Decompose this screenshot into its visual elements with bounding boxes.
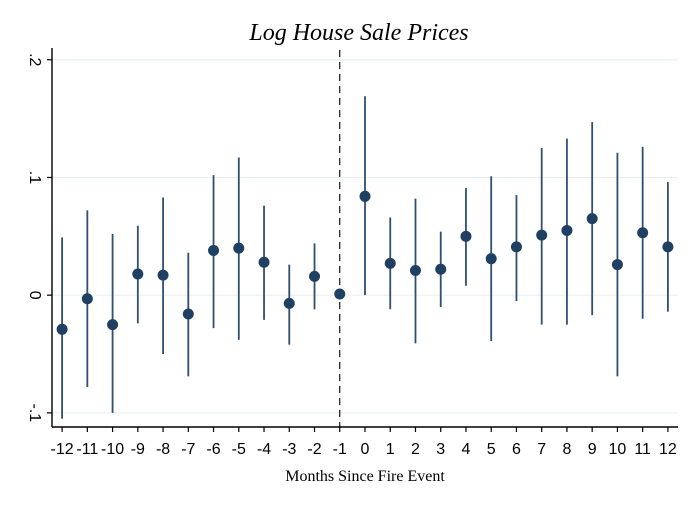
point-3	[132, 268, 144, 280]
point-11	[334, 288, 346, 300]
y-tick-label-1: 0	[26, 291, 43, 300]
point-14	[409, 264, 421, 276]
x-tick-label-5: -7	[181, 441, 195, 458]
y-tick-label-2: .1	[26, 171, 43, 184]
x-tick-label-2: -10	[101, 441, 124, 458]
axis-layer: -.10.1.2-12 -11 -10 -9 -8 -7 -6 -5 -4 -3 -2 -1 0 1 2 3 4…	[26, 48, 678, 458]
x-tick-label-14: 2	[411, 441, 420, 458]
point-12	[359, 190, 371, 202]
point-17	[485, 253, 497, 265]
x-tick-label-22: 10	[609, 441, 627, 458]
point-5	[182, 308, 194, 320]
series-layer	[56, 96, 674, 419]
x-tick-label-0: -12	[51, 441, 74, 458]
point-22	[611, 259, 623, 271]
point-7	[233, 242, 245, 254]
point-10	[309, 270, 321, 282]
x-tick-label-7: -5	[232, 441, 246, 458]
x-tick-label-21: 9	[588, 441, 597, 458]
point-23	[637, 227, 649, 239]
x-axis-title: Months Since Fire Event	[285, 468, 445, 485]
x-tick-label-13: 1	[386, 441, 395, 458]
point-2	[107, 319, 119, 331]
point-16	[460, 230, 472, 242]
point-13	[384, 257, 396, 269]
x-tick-label-9: -3	[282, 441, 296, 458]
y-tick-label-3: .2	[26, 53, 43, 66]
point-8	[258, 256, 270, 268]
x-tick-label-3: -9	[131, 441, 145, 458]
x-tick-label-19: 7	[537, 441, 546, 458]
x-tick-label-23: 11	[634, 441, 651, 458]
x-tick-label-10: -2	[307, 441, 321, 458]
point-19	[536, 229, 548, 241]
x-tick-label-1: -11	[76, 441, 98, 458]
point-1	[81, 293, 93, 305]
point-4	[157, 269, 169, 281]
x-tick-label-15: 3	[436, 441, 445, 458]
chart-title: Log House Sale Prices	[248, 20, 468, 46]
point-24	[662, 241, 674, 253]
x-tick-label-12: 0	[361, 441, 370, 458]
x-tick-label-17: 5	[487, 441, 496, 458]
y-tick-label-0: -.1	[26, 404, 43, 423]
x-tick-label-6: -6	[206, 441, 220, 458]
x-tick-label-4: -8	[156, 441, 170, 458]
point-0	[56, 323, 68, 335]
x-tick-label-24: 12	[659, 441, 677, 458]
point-21	[586, 213, 598, 225]
x-tick-label-11: -1	[333, 441, 347, 458]
point-6	[208, 244, 220, 256]
point-18	[510, 241, 522, 253]
point-9	[283, 297, 295, 309]
point-15	[435, 263, 447, 275]
x-tick-label-8: -4	[257, 441, 271, 458]
x-tick-label-18: 6	[512, 441, 521, 458]
x-tick-label-16: 4	[462, 441, 471, 458]
x-tick-label-20: 8	[562, 441, 571, 458]
point-20	[561, 224, 573, 236]
